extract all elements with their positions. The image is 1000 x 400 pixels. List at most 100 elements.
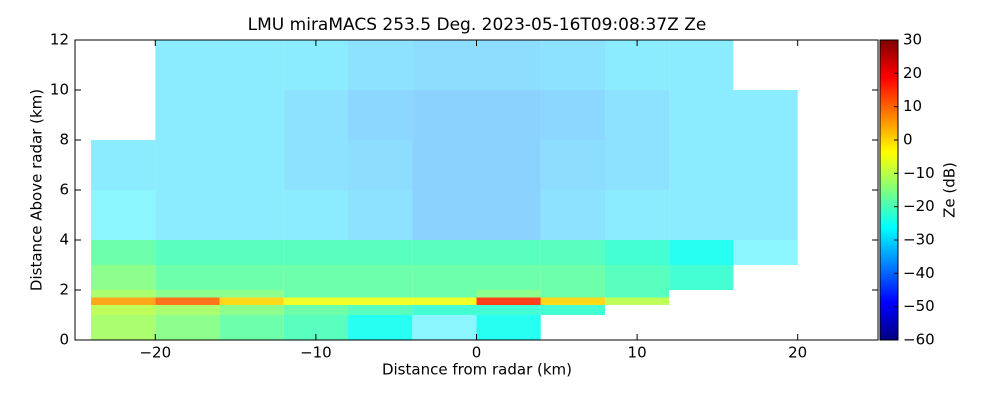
x-tick-label: −20 [139,344,171,362]
heat-cell [540,265,605,290]
heat-cell [540,140,605,190]
heat-cell [155,290,220,298]
y-tick-label: 4 [59,231,69,249]
heat-cell [219,305,284,315]
heat-cell [476,140,541,190]
heat-cell [540,240,605,265]
heat-cell [155,297,220,305]
colorbar-tick-label: −20 [903,197,935,215]
heat-cell [283,290,349,298]
heat-cell [155,265,220,290]
heat-cell [219,297,284,305]
heat-cell [155,40,220,90]
heat-cell [91,290,156,298]
x-tick-label: 0 [472,344,482,362]
heat-cell [283,240,349,265]
colorbar-tick-label: 30 [903,31,922,49]
heat-cell [733,240,798,265]
heat-cell [604,90,670,140]
heat-cell [733,140,798,190]
heat-cell [669,90,734,140]
chart-title: LMU miraMACS 253.5 Deg. 2023-05-16T09:08… [248,15,707,35]
x-tick-label: 10 [628,344,647,362]
heat-cell [412,265,477,290]
heat-cell [733,90,798,140]
heat-cell [412,40,477,90]
heat-cell [155,305,220,315]
heat-cell [476,240,541,265]
heat-cell [348,40,413,90]
heat-cell [669,240,734,265]
heat-cell [348,240,413,265]
heat-cell [219,140,284,190]
colorbar-tick-label: 10 [903,97,922,115]
x-tick-label: −10 [300,344,332,362]
heat-cell [348,265,413,290]
heat-cell [604,190,670,240]
heat-cell [540,190,605,240]
heat-cell [476,305,541,315]
heat-cell [155,140,220,190]
heat-cell [283,140,349,190]
y-tick-label: 12 [50,31,69,49]
heat-cell [540,305,605,315]
heat-cell [540,40,605,90]
heat-cell [412,240,477,265]
heat-cell [219,190,284,240]
heat-cell [283,90,349,140]
heat-cell [219,240,284,265]
heat-cell [669,140,734,190]
heat-cell [155,240,220,265]
heat-cell [412,315,477,340]
heat-cell [348,290,413,298]
colorbar-tick-label: −30 [903,231,935,249]
heat-cell [219,290,284,298]
colorbar-tick-label: −40 [903,264,935,282]
heat-cell [476,190,541,240]
heat-cell [412,140,477,190]
heat-cell [412,190,477,240]
heat-cell [604,265,670,290]
heat-cell [604,297,670,305]
y-tick-label: 10 [50,81,69,99]
heat-cell [476,315,541,340]
heat-cell [669,190,734,240]
heat-cell [604,140,670,190]
colorbar-tick-label: 0 [903,131,913,149]
heat-cell [540,297,605,305]
heat-cell [476,265,541,290]
heat-cell [219,40,284,90]
heat-cell [348,190,413,240]
heat-cell [348,297,413,305]
heat-cell [219,265,284,290]
heat-cell [283,305,349,315]
colorbar-tick-label: −60 [903,331,935,349]
heat-cell [219,315,284,340]
heat-cell [540,90,605,140]
heat-cell [604,240,670,265]
heat-cell [155,190,220,240]
colorbar-label: Ze (dB) [941,162,959,218]
heat-cell [604,40,670,90]
colorbar-tick-label: −50 [903,297,935,315]
heat-cell [91,140,156,190]
heat-cell [412,290,477,298]
x-tick-label: 20 [788,344,807,362]
heat-cell [669,40,734,90]
heat-cell [283,265,349,290]
heat-cell [412,305,477,315]
heat-cell [476,297,541,305]
heat-cell [91,190,156,240]
heat-cell [283,297,349,305]
heat-cell [348,90,413,140]
heat-cell [219,90,284,140]
heat-cell [412,297,477,305]
heat-cell [91,240,156,265]
y-tick-label: 8 [59,131,69,149]
colorbar-tick-label: 20 [903,64,922,82]
heat-cell [155,315,220,340]
heat-cell [348,315,413,340]
plot-area [91,40,798,340]
heat-cell [733,190,798,240]
